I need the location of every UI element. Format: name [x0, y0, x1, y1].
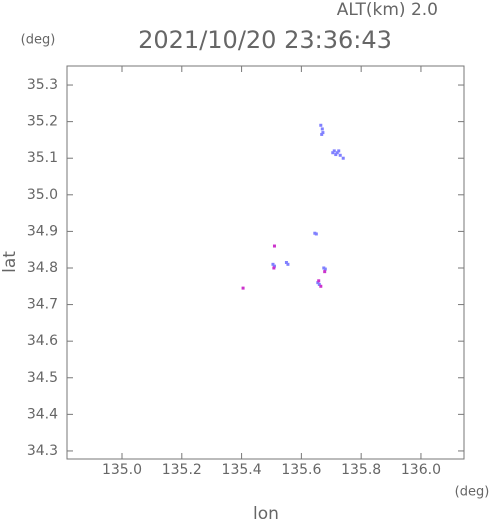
point [332, 149, 336, 153]
x-tick-label: 135.8 [341, 462, 381, 478]
y-tick-label: 35.0 [27, 187, 58, 203]
y-tick-label: 34.8 [27, 260, 58, 276]
y-tick-label: 34.9 [27, 223, 58, 239]
point [337, 149, 341, 153]
point [321, 131, 325, 135]
y-axis-label: lat [0, 251, 20, 273]
point [319, 123, 323, 127]
y-tick-label: 35.2 [27, 114, 58, 130]
point [272, 264, 276, 268]
point [320, 127, 324, 131]
x-tick-label: 135.6 [281, 462, 321, 478]
y-tick-label: 35.1 [27, 150, 58, 166]
point [284, 261, 288, 264]
y-tick-label: 34.7 [27, 297, 58, 313]
point [338, 153, 342, 157]
y-tick-label: 34.6 [27, 333, 58, 349]
point [319, 284, 323, 288]
point [317, 282, 321, 286]
y-tick-label: 34.4 [27, 406, 58, 422]
annotation: ALT(km) 2.0 [337, 0, 438, 20]
point [272, 244, 276, 248]
point [341, 156, 345, 160]
y-tick-label: 35.3 [27, 77, 58, 93]
point [272, 266, 276, 270]
point [335, 151, 339, 155]
chart-title: 2021/10/20 23:36:43 [138, 26, 392, 54]
point [331, 151, 335, 155]
x-tick-label: 135.0 [102, 462, 142, 478]
x-axis-label: lon [253, 504, 279, 521]
point [271, 262, 275, 266]
plot-frame [66, 65, 465, 460]
point [314, 232, 318, 236]
point [286, 262, 290, 266]
y-tick-label: 34.3 [27, 443, 58, 459]
point [334, 153, 338, 157]
point [317, 279, 321, 283]
y-unit: (deg) [21, 33, 56, 48]
x-tick-label: 136.0 [401, 462, 441, 478]
x-tick-label: 135.2 [162, 462, 202, 478]
point [320, 132, 324, 136]
x-tick-label: 135.4 [222, 462, 262, 478]
x-unit: (deg) [455, 485, 490, 500]
y-tick-label: 34.5 [27, 370, 58, 386]
point [241, 286, 245, 290]
point [316, 281, 320, 285]
point [323, 270, 327, 274]
point [323, 267, 327, 271]
